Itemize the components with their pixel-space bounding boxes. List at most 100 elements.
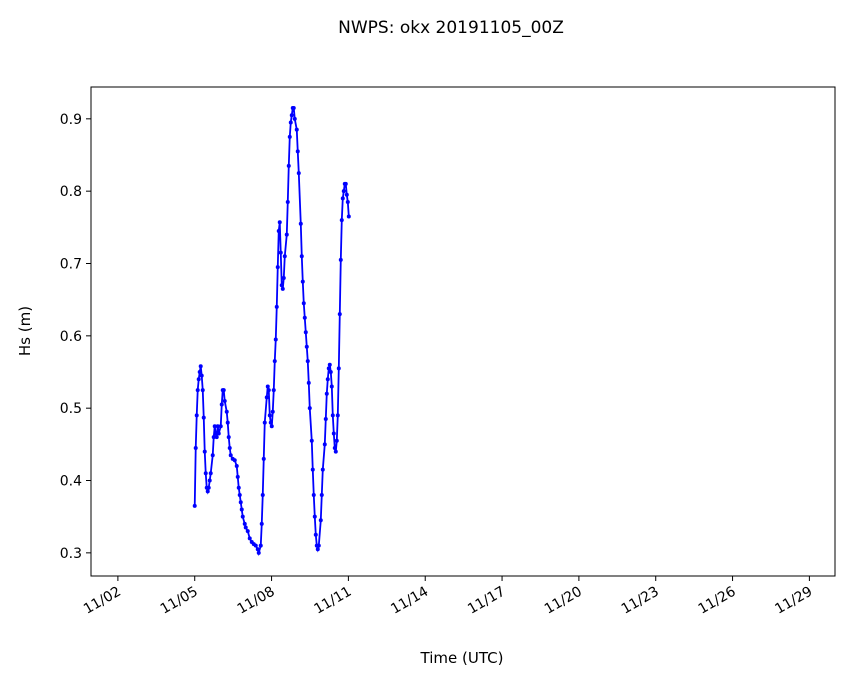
data-point xyxy=(255,547,260,552)
data-point xyxy=(332,445,337,450)
data-point xyxy=(302,315,307,320)
data-point xyxy=(300,279,305,284)
data-point xyxy=(224,409,229,414)
data-point xyxy=(320,467,325,472)
x-tick-label: 11/26 xyxy=(696,584,739,618)
y-tick-label: 0.3 xyxy=(60,546,82,562)
data-point xyxy=(273,337,278,342)
data-point xyxy=(268,420,273,425)
x-tick-label: 11/17 xyxy=(465,584,508,618)
data-point xyxy=(234,464,239,469)
data-point xyxy=(285,200,290,205)
data-point xyxy=(222,398,227,403)
data-point xyxy=(298,221,303,226)
data-point xyxy=(311,492,316,497)
x-tick-label: 11/20 xyxy=(542,584,585,618)
data-point xyxy=(277,220,282,225)
data-point xyxy=(202,449,207,454)
data-point xyxy=(193,445,198,450)
data-point xyxy=(262,420,267,425)
data-point xyxy=(210,453,215,458)
data-point xyxy=(198,364,203,369)
data-point xyxy=(245,529,250,534)
data-point xyxy=(289,113,294,118)
data-point xyxy=(211,435,216,440)
data-point xyxy=(281,275,286,280)
data-point xyxy=(206,485,211,490)
data-point xyxy=(280,286,285,291)
data-point xyxy=(260,492,265,497)
data-point xyxy=(212,424,217,429)
y-tick-label: 0.7 xyxy=(60,257,82,273)
data-point xyxy=(344,192,349,197)
data-point xyxy=(271,388,276,393)
data-point xyxy=(310,467,315,472)
data-point xyxy=(312,514,317,519)
data-point xyxy=(334,438,339,443)
data-point xyxy=(340,196,345,201)
data-point xyxy=(232,458,237,463)
data-point xyxy=(203,471,208,476)
data-point xyxy=(296,171,301,176)
data-point xyxy=(279,283,284,288)
data-point xyxy=(265,384,270,389)
data-point xyxy=(219,402,224,407)
data-point xyxy=(264,395,269,400)
data-point xyxy=(295,149,300,154)
data-point xyxy=(288,120,293,125)
data-point xyxy=(339,218,344,223)
data-point xyxy=(226,435,231,440)
data-point xyxy=(199,373,204,378)
data-point xyxy=(287,134,292,139)
data-point xyxy=(266,388,271,393)
data-point xyxy=(322,442,327,447)
data-point xyxy=(218,424,223,429)
data-point xyxy=(345,200,350,205)
data-point xyxy=(346,214,351,219)
data-point xyxy=(228,453,233,458)
y-tick-label: 0.5 xyxy=(60,401,82,417)
data-point xyxy=(331,431,336,436)
data-point xyxy=(301,301,306,306)
data-point xyxy=(325,377,330,382)
data-point xyxy=(329,384,334,389)
data-point xyxy=(192,503,197,508)
data-point xyxy=(330,413,335,418)
data-point xyxy=(205,489,210,494)
x-tick-label: 11/14 xyxy=(388,584,431,618)
data-point xyxy=(299,254,304,259)
data-point xyxy=(197,370,202,375)
data-point xyxy=(338,257,343,262)
data-point xyxy=(247,536,252,541)
data-point xyxy=(341,189,346,194)
data-point xyxy=(307,406,312,411)
data-point xyxy=(337,312,342,317)
x-tick-label: 11/23 xyxy=(619,584,662,618)
x-tick-label: 11/29 xyxy=(772,584,815,618)
data-point xyxy=(237,492,242,497)
y-tick-label: 0.6 xyxy=(60,329,82,345)
data-point xyxy=(215,424,220,429)
data-point xyxy=(267,413,272,418)
data-point xyxy=(313,532,318,537)
data-point xyxy=(319,492,324,497)
data-point xyxy=(324,391,329,396)
y-axis-label: Hs (m) xyxy=(16,306,34,356)
y-tick-label: 0.4 xyxy=(60,474,82,490)
data-point xyxy=(227,445,232,450)
data-point xyxy=(318,518,323,523)
data-point xyxy=(275,265,280,270)
data-point xyxy=(282,254,287,259)
data-point xyxy=(335,413,340,418)
data-point xyxy=(225,420,230,425)
data-point xyxy=(272,359,277,364)
data-point xyxy=(276,228,281,233)
data-point xyxy=(306,380,311,385)
data-point xyxy=(213,431,218,436)
data-point xyxy=(200,388,205,393)
data-point xyxy=(323,417,328,422)
data-point xyxy=(242,521,247,526)
data-point xyxy=(201,415,206,420)
data-point xyxy=(259,521,264,526)
